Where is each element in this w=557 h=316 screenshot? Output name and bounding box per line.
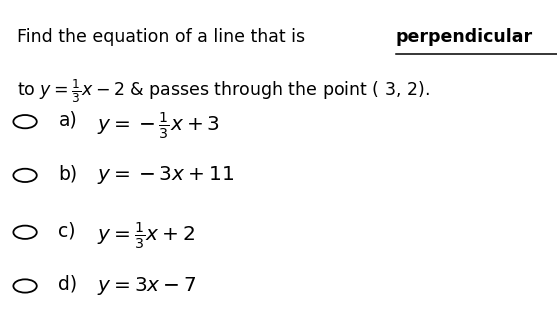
- Text: perpendicular: perpendicular: [395, 28, 532, 46]
- Text: Find the equation of a line that is: Find the equation of a line that is: [17, 28, 310, 46]
- Text: c): c): [58, 221, 76, 240]
- Text: $y = -3x + 11$: $y = -3x + 11$: [97, 164, 234, 186]
- Text: b): b): [58, 164, 77, 183]
- Text: a): a): [58, 111, 77, 130]
- Text: d): d): [58, 275, 77, 294]
- Text: $y = \frac{1}{3}x + 2$: $y = \frac{1}{3}x + 2$: [97, 221, 196, 252]
- Text: to $y = \frac{1}{3}x - 2$ & passes through the point ( 3, 2).: to $y = \frac{1}{3}x - 2$ & passes throu…: [17, 77, 429, 105]
- Text: $y = 3x - 7$: $y = 3x - 7$: [97, 275, 197, 297]
- Text: $y = -\frac{1}{3}x + 3$: $y = -\frac{1}{3}x + 3$: [97, 111, 221, 141]
